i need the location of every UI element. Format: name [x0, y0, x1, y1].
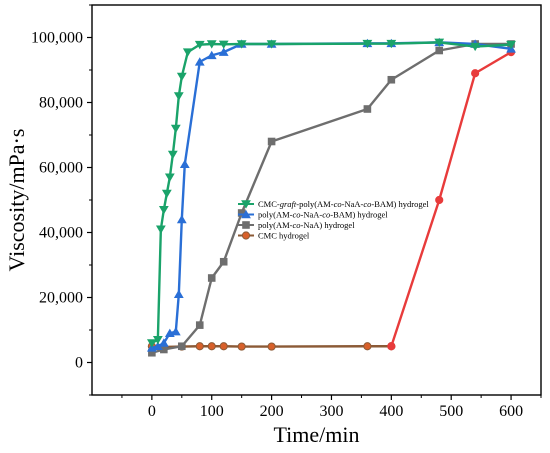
data-point: [434, 38, 445, 47]
legend-item: poly(AM-co-NaA) hydrogel: [238, 220, 355, 230]
data-point: [173, 289, 184, 299]
legend-swatch-marker: [242, 221, 250, 229]
data-point: [182, 48, 193, 57]
data-point: [206, 50, 217, 60]
series-group: [146, 37, 516, 352]
legend-label-part: -BAM) hydrogel: [330, 210, 388, 220]
data-point: [218, 40, 229, 49]
data-point: [146, 339, 157, 348]
data-point: [387, 342, 396, 351]
series-group: [146, 38, 516, 348]
data-point: [194, 57, 205, 66]
legend-label-part: -poly(AM-: [296, 199, 333, 209]
y-tick-label: 60,000: [39, 160, 83, 177]
data-point: [237, 342, 246, 351]
data-point: [386, 39, 397, 49]
legend-label-part: CMC-: [258, 199, 280, 209]
x-tick-label: 0: [148, 403, 156, 420]
legend-label: CMC hydrogel: [258, 231, 310, 241]
x-tick-label: 500: [439, 403, 463, 420]
data-point: [170, 327, 181, 336]
data-point: [155, 225, 166, 234]
data-point: [218, 47, 229, 56]
legend-label-part: co: [292, 220, 300, 230]
legend-item: CMC-graft-poly(AM-co-NaA-co-BAM) hydroge…: [238, 199, 429, 209]
legend-label-part: co: [292, 210, 300, 220]
data-point: [267, 342, 276, 351]
y-tick-label: 40,000: [39, 225, 83, 242]
series-group: [148, 40, 515, 357]
y-tick-label: 80,000: [39, 95, 83, 112]
y-tick-label: 100,000: [31, 30, 83, 47]
data-point: [164, 173, 175, 182]
legend-label: poly(AM-co-NaA) hydrogel: [258, 220, 355, 230]
data-point: [161, 189, 172, 199]
data-point: [206, 40, 217, 49]
legend-label-part: poly(AM-: [258, 220, 293, 230]
legend-label-part: CMC hydrogel: [258, 231, 310, 241]
y-axis-title: Viscosity/mPa·s: [4, 129, 29, 272]
data-point: [363, 342, 372, 351]
legend-label-part: co: [334, 199, 342, 209]
data-point: [173, 92, 184, 101]
data-point: [362, 39, 373, 49]
x-tick-label: 300: [319, 403, 343, 420]
data-point: [470, 42, 481, 52]
x-tick-label: 400: [379, 403, 403, 420]
data-point: [506, 40, 516, 50]
data-point: [176, 214, 187, 224]
legend-swatch-marker: [241, 209, 251, 219]
legend-label-part: co: [322, 210, 330, 220]
series-line: [390, 51, 512, 347]
legend-label: CMC-graft-poly(AM-co-NaA-co-BAM) hydroge…: [258, 199, 429, 209]
data-point: [219, 342, 228, 351]
data-point: [152, 335, 163, 345]
legend-item: poly(AM-co-NaA-co-BAM) hydrogel: [238, 210, 388, 220]
legend-label-part: poly(AM-: [258, 210, 293, 220]
data-point: [195, 321, 204, 329]
data-point: [387, 75, 396, 84]
data-point: [176, 72, 187, 82]
legend-item: CMC hydrogel: [238, 231, 310, 241]
x-tick-label: 200: [260, 403, 284, 420]
data-point: [194, 40, 205, 50]
legend-swatch-marker: [241, 200, 251, 209]
legend-label: poly(AM-co-NaA-co-BAM) hydrogel: [258, 210, 388, 220]
legend-swatch-marker: [241, 231, 251, 240]
data-point: [158, 338, 169, 347]
legend-label-part: -NaA-: [342, 199, 364, 209]
data-point: [167, 150, 178, 160]
x-tick-label: 100: [200, 403, 224, 420]
x-axis-title: Time/min: [274, 422, 360, 447]
data-point: [158, 205, 169, 215]
legend-label-part: co: [363, 199, 371, 209]
data-point: [179, 159, 190, 169]
data-point: [195, 342, 204, 351]
x-tick-label: 600: [499, 403, 523, 420]
data-point: [207, 274, 216, 282]
data-point: [177, 342, 186, 351]
data-point: [363, 105, 372, 113]
data-point: [236, 40, 247, 49]
data-point: [207, 342, 216, 351]
legend-label-part: -BAM) hydrogel: [371, 199, 429, 209]
data-point: [219, 257, 228, 266]
data-point: [471, 69, 480, 78]
data-point: [170, 124, 181, 134]
data-point: [435, 46, 444, 55]
y-tick-label: 0: [75, 355, 83, 372]
data-point: [435, 195, 444, 205]
legend-label-part: graft: [280, 199, 297, 209]
legend-label-part: -NaA-: [301, 210, 323, 220]
y-tick-label: 20,000: [39, 290, 83, 307]
data-point: [267, 137, 276, 146]
data-point: [266, 40, 277, 49]
legend-label-part: -NaA) hydrogel: [301, 220, 356, 230]
